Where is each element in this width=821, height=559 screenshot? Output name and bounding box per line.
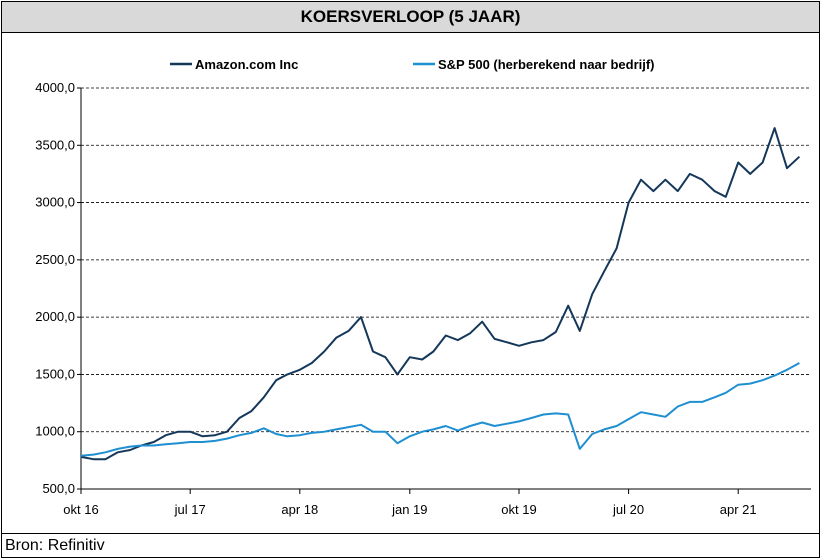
x-tick-label: okt 19 (501, 502, 536, 517)
y-tick-label: 500,0 (42, 481, 75, 496)
chart-title: KOERSVERLOOP (5 JAAR) (2, 2, 819, 33)
source-note: Bron: Refinitiv (2, 533, 819, 557)
gridlines (81, 87, 811, 433)
y-tick-label: 4000,0 (35, 80, 75, 95)
sp500-line (80, 362, 800, 457)
x-tick-label: jan 19 (391, 502, 427, 517)
x-tick-label: jul 17 (174, 502, 206, 517)
x-tick-label: apr 21 (720, 502, 757, 517)
y-tick-label: 3500,0 (35, 137, 75, 152)
y-tick-label: 1000,0 (35, 424, 75, 439)
y-tick-label: 2000,0 (35, 309, 75, 324)
x-tick-label: jul 20 (612, 502, 644, 517)
legend-item-amazon-label: Amazon.com Inc (195, 57, 298, 72)
y-tick-label: 1500,0 (35, 366, 75, 381)
y-axis: 500,0 1000,0 1500,0 2000,0 2500,0 3000,0 3500,… (35, 80, 82, 496)
amazon-line (80, 127, 801, 461)
x-tick-label: apr 18 (281, 502, 318, 517)
series-lines (80, 127, 801, 461)
y-tick-label: 3000,0 (35, 195, 75, 210)
legend-item-sp500-label: S&P 500 (herberekend naar bedrijf) (438, 57, 655, 72)
y-tick-label: 2500,0 (35, 252, 75, 267)
x-axis: okt 16 jul 17 apr 18 jan 19 okt 19 jul 20 apr … (63, 488, 811, 517)
legend: Amazon.com Inc S&P 500 (herberekend naar … (170, 57, 655, 72)
x-tick-label: okt 16 (63, 502, 98, 517)
